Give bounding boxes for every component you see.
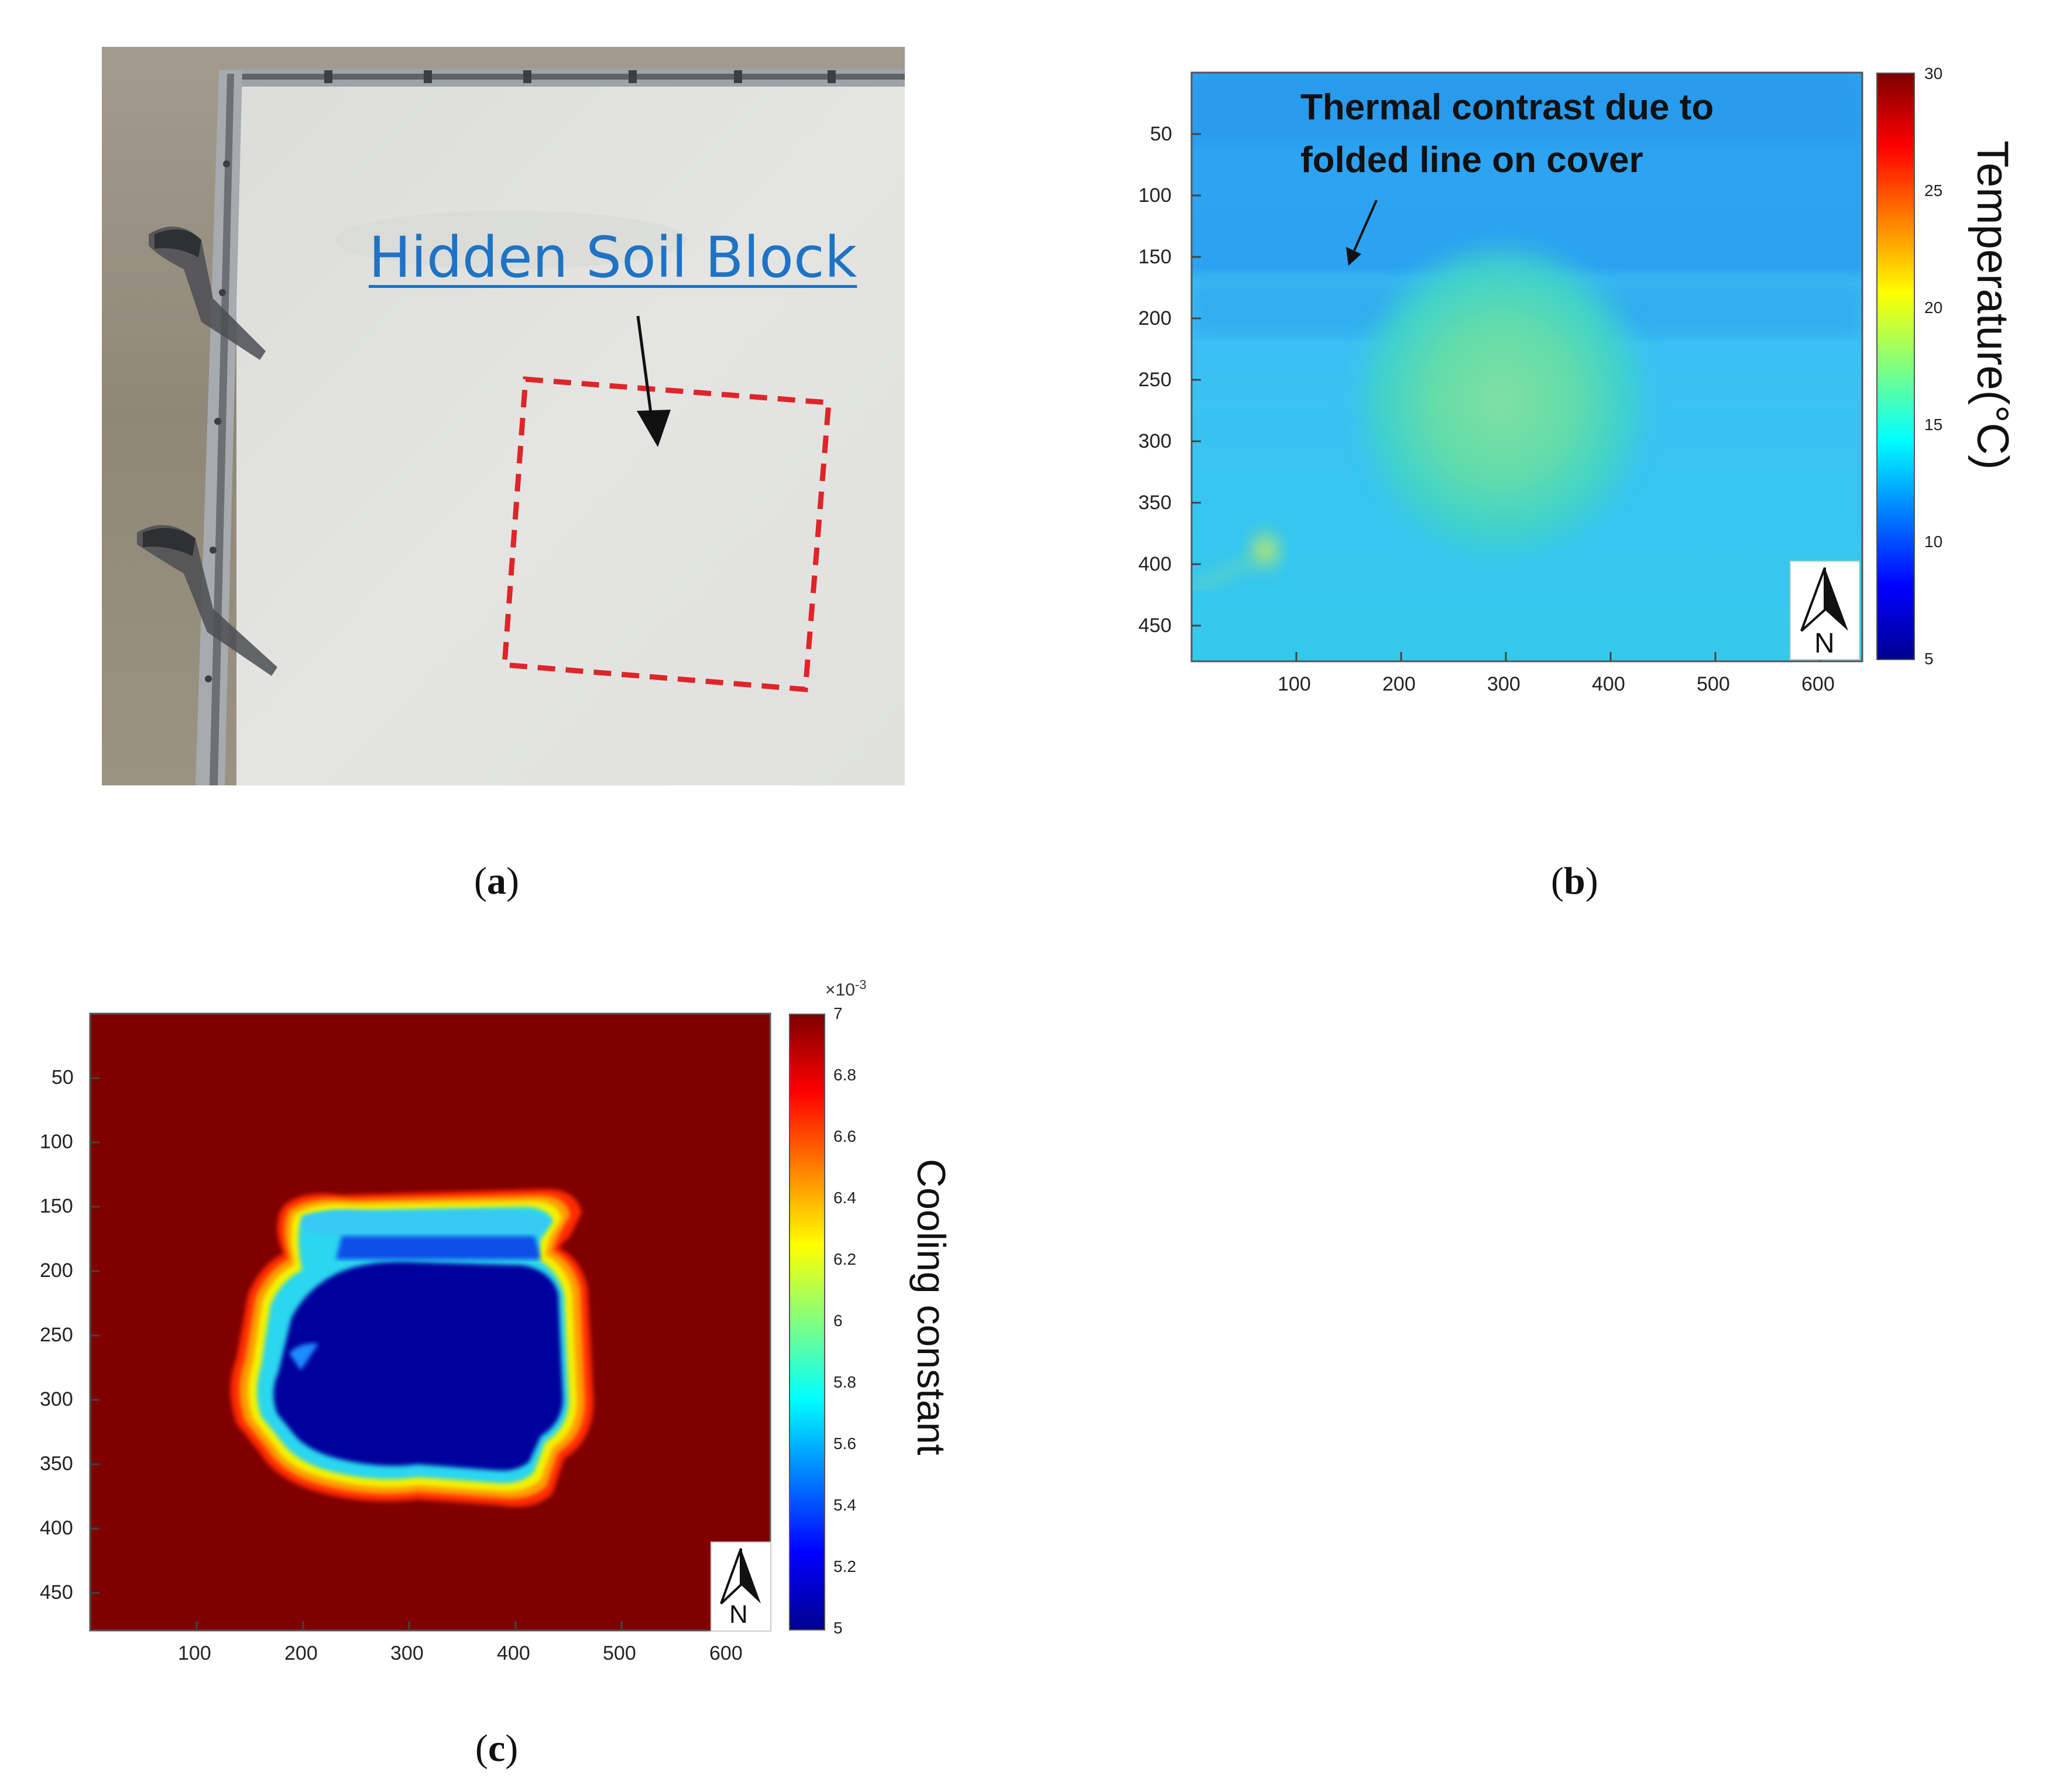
y-tick-b: 100 <box>1138 184 1172 207</box>
cb-tick-b: 20 <box>1924 298 1943 317</box>
clamps <box>143 229 201 556</box>
x-tick-c: 300 <box>390 1642 424 1664</box>
x-tick-c: 100 <box>178 1642 211 1664</box>
colorbar-label-c: Cooling constant <box>909 1159 953 1455</box>
panel-a-photo <box>102 47 905 785</box>
x-tick-c: 200 <box>284 1642 318 1664</box>
colorbar-c <box>789 1014 825 1630</box>
annotation-arrow <box>1346 200 1378 266</box>
cb-tick-b: 15 <box>1924 416 1943 434</box>
x-tick-b: 200 <box>1382 673 1416 695</box>
cb-tick-c: 5.2 <box>833 1557 856 1575</box>
cb-tick-c: 6.8 <box>833 1066 856 1084</box>
caption-b: (b) <box>1551 860 1598 902</box>
cb-tick-c: 5.8 <box>833 1373 856 1391</box>
warm-soil-region <box>1350 236 1654 564</box>
clamp-shadows <box>137 226 277 676</box>
cb-tick-c: 6 <box>833 1312 843 1330</box>
y-tick-c: 50 <box>52 1066 74 1089</box>
x-tick-b: 100 <box>1278 673 1311 695</box>
annotation-line-1: Thermal contrast due to <box>1300 87 1714 128</box>
north-label-c: N <box>729 1600 748 1629</box>
soil-block-arrow <box>636 315 653 413</box>
axis-frame-b <box>1190 71 1863 662</box>
cb-tick-b: 30 <box>1924 64 1943 83</box>
cb-tick-c: 6.4 <box>833 1189 856 1207</box>
north-arrow-icon <box>1800 567 1848 632</box>
x-tick-c: 600 <box>709 1642 743 1664</box>
y-tick-c: 150 <box>40 1195 73 1217</box>
cb-tick-c: 6.6 <box>833 1127 856 1145</box>
y-tick-c: 300 <box>40 1388 73 1410</box>
y-tick-b: 350 <box>1138 492 1172 514</box>
y-tick-b: 50 <box>1150 123 1172 145</box>
top-cap <box>302 1210 552 1236</box>
frame-left-inner <box>210 74 234 785</box>
cb-tick-c: 5 <box>833 1619 843 1637</box>
hot-spot <box>1245 526 1285 575</box>
frame-bolts <box>205 70 836 682</box>
caption-a: (a) <box>474 860 519 902</box>
cb-tick-c: 6.2 <box>833 1250 856 1268</box>
y-tick-b: 400 <box>1138 553 1172 575</box>
y-tick-b: 200 <box>1138 307 1172 329</box>
x-tick-c: 500 <box>603 1642 636 1664</box>
north-arrow-icon <box>720 1548 761 1605</box>
y-tick-b: 150 <box>1138 246 1172 268</box>
colorbar-multiplier-c: ×10-3 <box>825 977 866 1000</box>
x-tick-b: 500 <box>1697 673 1730 695</box>
x-tick-c: 400 <box>497 1642 530 1664</box>
colorbar-label-b: Temperature(°C) <box>1968 140 2017 470</box>
cb-tick-c: 5.6 <box>833 1434 856 1453</box>
temperature-field <box>1192 73 1862 661</box>
north-arrow-b: N <box>1790 561 1860 660</box>
multiplier-exponent: -3 <box>854 977 867 992</box>
soil-block-arrowhead <box>637 410 671 447</box>
colorbar-b <box>1876 73 1915 660</box>
y-tick-c: 250 <box>40 1324 73 1346</box>
y-tick-c: 450 <box>40 1581 73 1604</box>
north-arrow-c: N <box>710 1542 771 1632</box>
cb-tick-c: 5.4 <box>833 1496 856 1514</box>
cb-tick-b: 10 <box>1924 533 1943 551</box>
north-label-b: N <box>1814 628 1835 659</box>
cb-tick-b: 5 <box>1924 650 1934 668</box>
caption-c: (c) <box>475 1727 519 1770</box>
axis-frame-c <box>89 1012 771 1632</box>
x-tick-b: 300 <box>1487 673 1520 695</box>
y-tick-b: 450 <box>1138 615 1172 637</box>
y-tick-b: 300 <box>1138 430 1172 452</box>
y-tick-c: 350 <box>40 1453 73 1475</box>
frame-top-inner <box>227 74 905 80</box>
cooling-field <box>231 1189 593 1507</box>
y-tick-b: 250 <box>1138 369 1172 391</box>
x-tick-b: 400 <box>1592 673 1625 695</box>
low-cooling-core <box>273 1262 563 1471</box>
panel-b-heatmap <box>1192 73 1862 661</box>
cb-tick-b: 25 <box>1924 181 1943 200</box>
hidden-soil-block-label: Hidden Soil Block <box>369 225 857 290</box>
multiplier-base: ×10 <box>825 980 855 1000</box>
cover-photo <box>102 47 905 785</box>
y-tick-c: 100 <box>40 1131 73 1153</box>
panel-c-heatmap <box>90 1014 770 1630</box>
y-tick-c: 200 <box>40 1259 73 1282</box>
annotation-line-2: folded line on cover <box>1300 140 1643 180</box>
cover-ripple <box>336 211 687 269</box>
x-tick-b: 600 <box>1801 673 1835 695</box>
cb-tick-c: 7 <box>833 1004 843 1022</box>
y-tick-c: 400 <box>40 1517 73 1539</box>
